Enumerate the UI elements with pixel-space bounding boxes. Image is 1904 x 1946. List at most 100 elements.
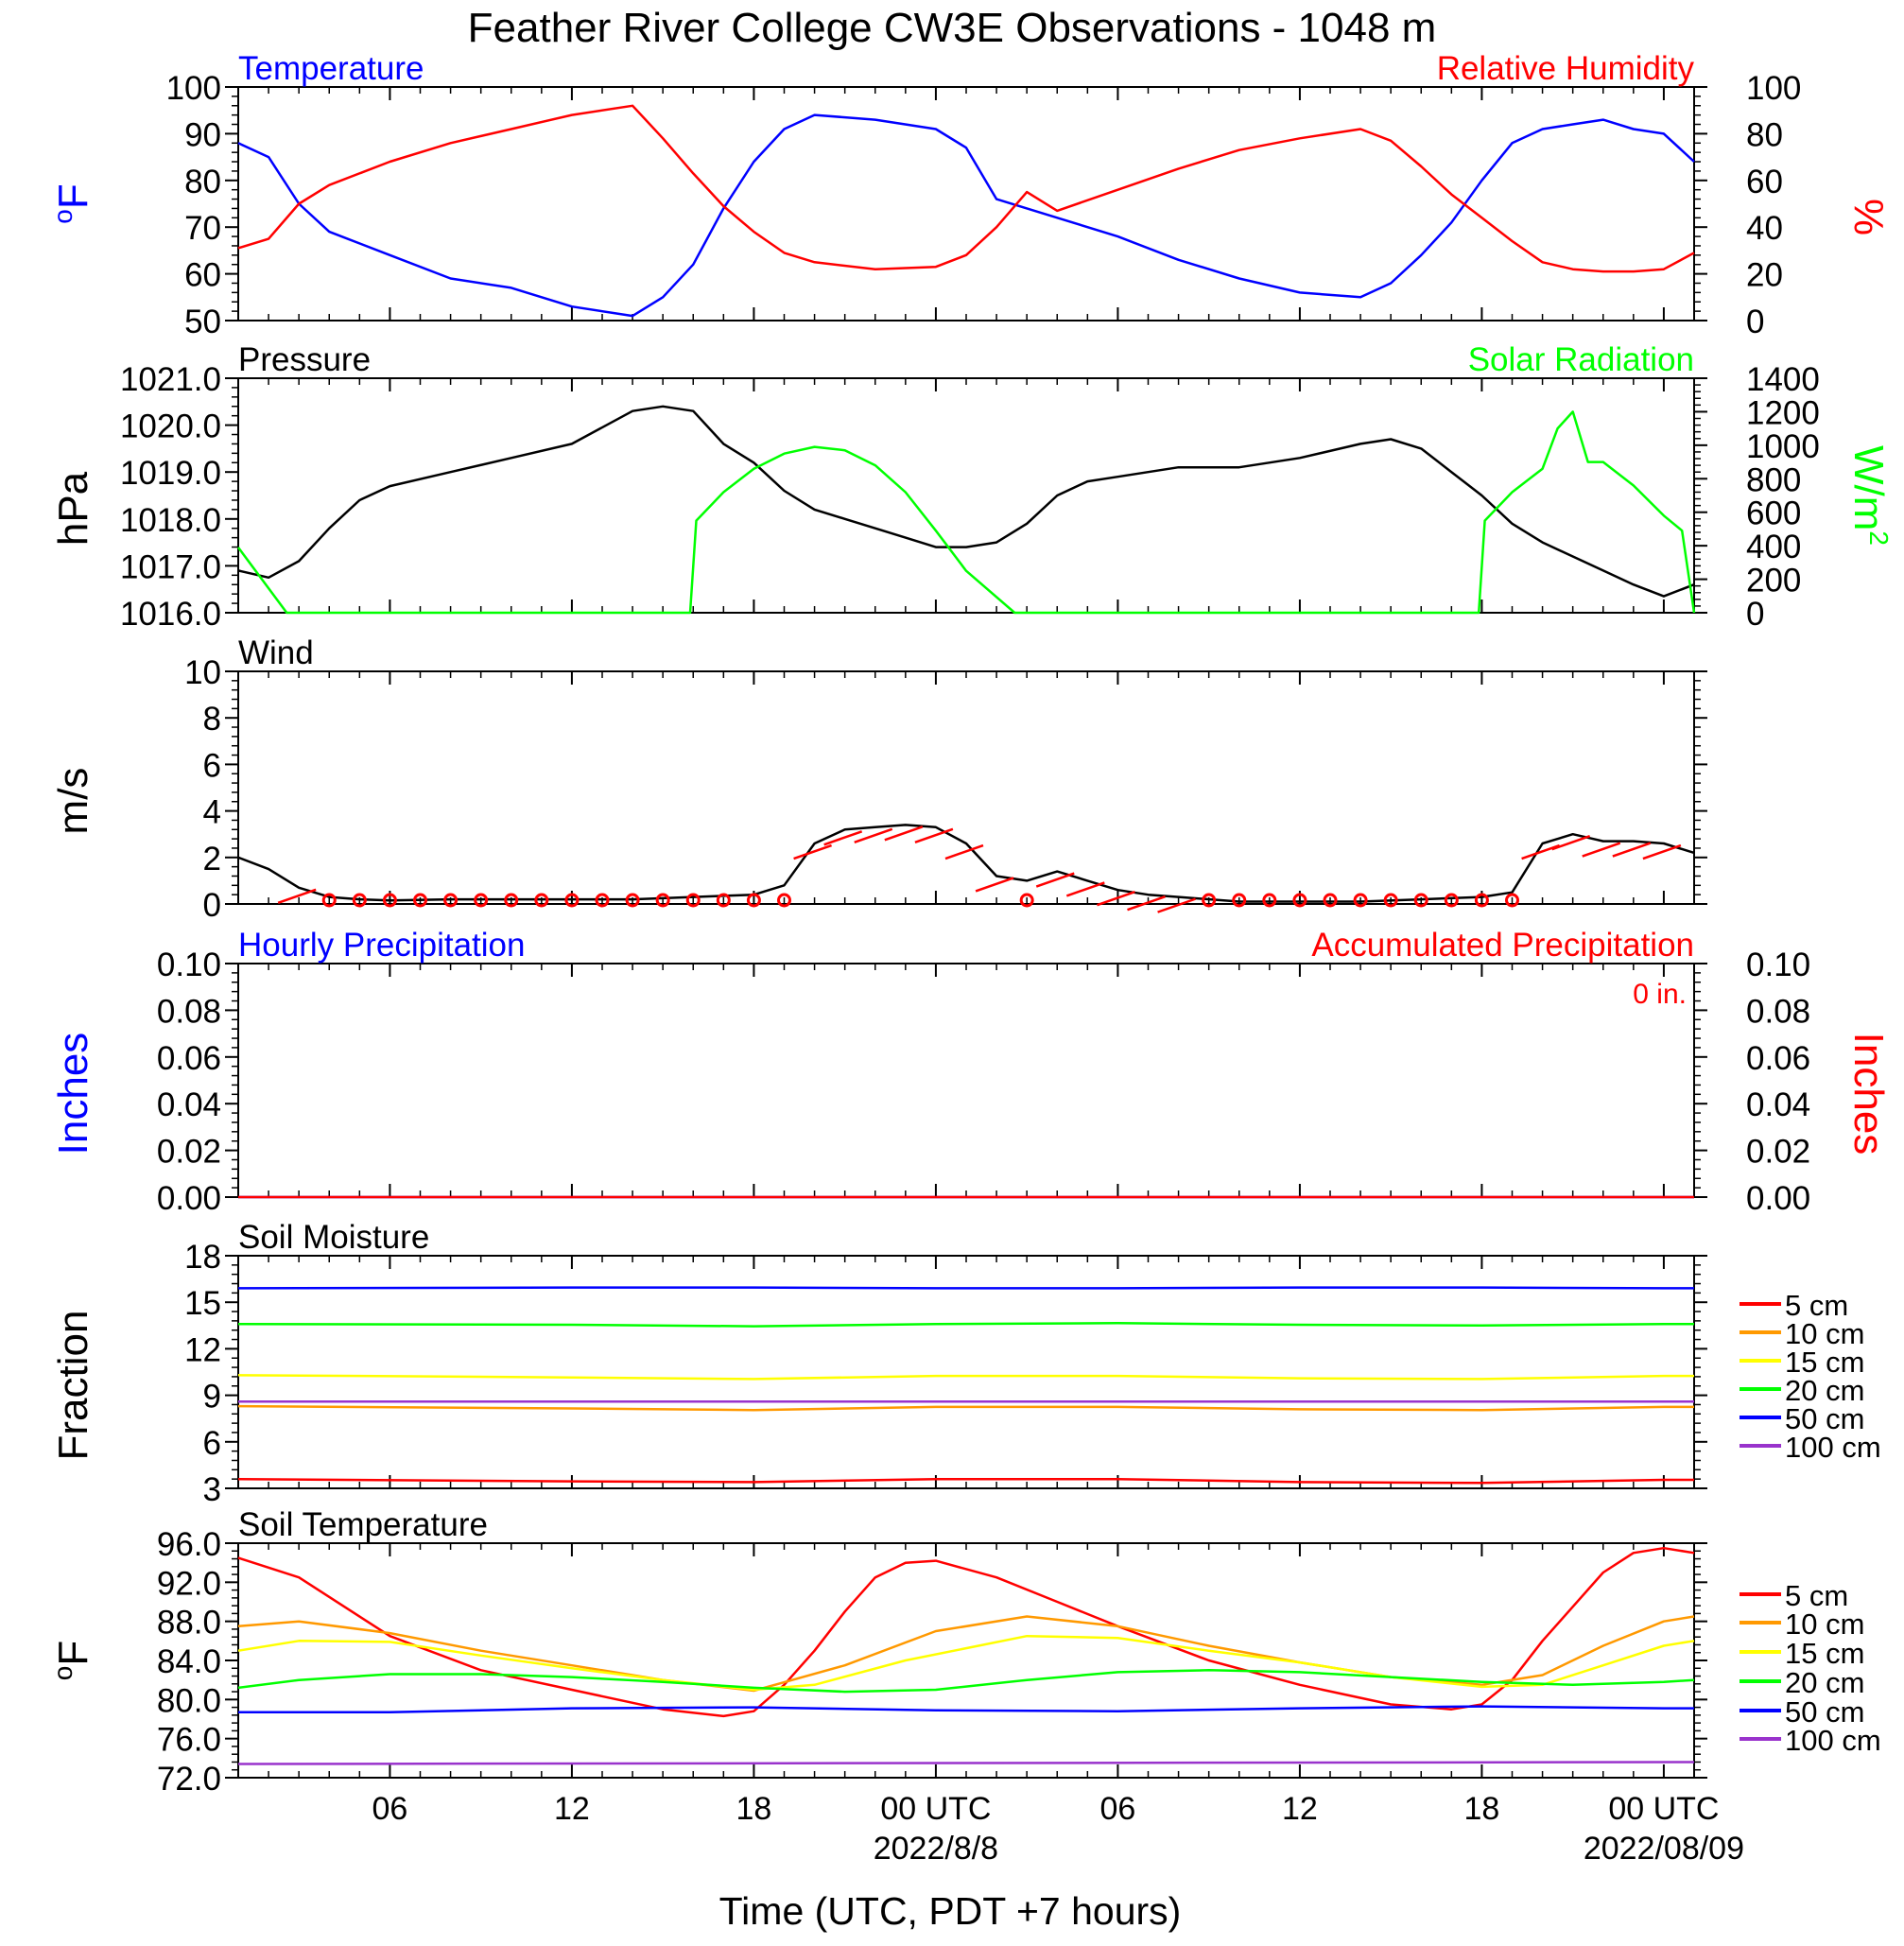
wind-calm-circle: [382, 893, 397, 908]
y-right-tick-label: 0.08: [1746, 993, 1810, 1030]
x-tick-label: 12: [554, 1791, 590, 1827]
legend-label: 10 cm: [1785, 1317, 1864, 1350]
y-tick-label: 0.00: [157, 1180, 221, 1217]
wind-calm-circle: [443, 893, 459, 908]
y-tick-label: 92.0: [157, 1565, 221, 1602]
wind-calm-circle: [504, 893, 519, 908]
soil-temperature-series-line: [238, 1705, 1694, 1714]
pressure-solar-right-unit: W/m2: [1845, 445, 1894, 546]
x-axis-label: Time (UTC, PDT +7 hours): [719, 1889, 1182, 1933]
y-tick-label: 15: [184, 1285, 221, 1322]
wind-calm-circle: [625, 893, 640, 908]
wind-calm-circle: [1353, 893, 1368, 908]
precipitation-right-unit: Inches: [1845, 1033, 1892, 1155]
precipitation-annotation: 0 in.: [1633, 979, 1687, 1010]
legend-label: 20 cm: [1785, 1666, 1864, 1699]
legend-label: 5 cm: [1785, 1289, 1848, 1322]
wind-barb: [854, 827, 893, 843]
y-tick-label: 1019.0: [120, 455, 221, 492]
y-tick-label: 9: [203, 1379, 221, 1416]
wind-barb: [1097, 891, 1135, 907]
legend-label: 100 cm: [1785, 1724, 1881, 1757]
wind-calm-circle: [685, 893, 701, 908]
y-right-tick-label: 1400: [1746, 361, 1820, 398]
x-tick-label: 12: [1282, 1791, 1318, 1827]
y-tick-label: 0: [203, 887, 221, 924]
chart-title: Feather River College CW3E Observations …: [468, 5, 1437, 51]
y-tick-label: 1016.0: [120, 596, 221, 633]
y-right-tick-label: 1000: [1746, 428, 1820, 465]
pressure-solar-right-title: Solar Radiation: [1468, 341, 1694, 378]
y-right-tick-label: 200: [1746, 563, 1801, 599]
soil-moisture-series-line: [237, 1404, 1694, 1412]
y-tick-label: 88.0: [157, 1605, 221, 1642]
y-tick-label: 100: [166, 70, 221, 107]
wind-barb: [944, 843, 984, 860]
y-right-tick-label: 600: [1746, 495, 1801, 532]
wind-barb: [1065, 881, 1105, 897]
precipitation-right-title: Accumulated Precipitation: [1311, 927, 1694, 964]
legend-label: 15 cm: [1785, 1637, 1864, 1670]
x-tick-label: 00 UTC: [880, 1791, 991, 1827]
wind-calm-circle: [716, 893, 731, 908]
y-right-tick-label: 60: [1746, 164, 1783, 200]
unit-text: W/m: [1845, 445, 1892, 530]
pressure-solar-left-title: Pressure: [238, 341, 371, 378]
temperature-humidity-panel: 50 60 70 80 90 100 0 20 40 60 80 100 Temperature Rela…: [48, 50, 1892, 340]
y-tick-label: 76.0: [157, 1722, 221, 1759]
y-tick-label: 80: [184, 164, 221, 200]
y-tick-label: 70: [184, 210, 221, 247]
wind-calm-circle: [1202, 893, 1217, 908]
legend-label: 100 cm: [1785, 1431, 1881, 1464]
x-tick-label: 18: [736, 1791, 772, 1827]
pressure-solar-panel: 1016.0 1017.0 1018.0 1019.0 1020.0 1021.0 0200…: [50, 341, 1894, 633]
legend-label: 10 cm: [1785, 1607, 1864, 1641]
y-tick-label: 0.04: [157, 1086, 221, 1123]
y-tick-label: 0.06: [157, 1040, 221, 1077]
wind-barb: [1551, 835, 1591, 851]
degree-sign: o: [48, 1666, 78, 1681]
wind-calm-circle: [1323, 893, 1338, 908]
legend-label: 50 cm: [1785, 1695, 1864, 1729]
x-tick-label: 18: [1464, 1791, 1500, 1827]
wind-calm-circle: [1444, 893, 1459, 908]
y-right-tick-label: 0.06: [1746, 1040, 1810, 1077]
soil-temperature-left-title: Soil Temperature: [238, 1506, 488, 1543]
y-right-tick-label: 0: [1746, 596, 1764, 633]
wind-calm-circle: [1019, 893, 1034, 908]
precipitation-left-title: Hourly Precipitation: [238, 927, 525, 964]
wind-barb: [884, 825, 924, 842]
y-tick-label: 80.0: [157, 1682, 221, 1719]
y-right-tick-label: 0.02: [1746, 1134, 1810, 1171]
wind-calm-circle: [1292, 893, 1307, 908]
temperature-humidity-left-unit: oF: [48, 183, 96, 223]
temperature-humidity-series-line: [237, 113, 1695, 318]
x-tick-label: 00 UTC: [1608, 1791, 1719, 1827]
y-tick-label: 84.0: [157, 1643, 221, 1680]
y-right-tick-label: 40: [1746, 210, 1783, 247]
y-tick-label: 60: [184, 257, 221, 294]
y-tick-label: 0.02: [157, 1134, 221, 1171]
wind-left-unit: m/s: [50, 768, 96, 835]
wind-calm-circle: [1262, 893, 1277, 908]
degree-sign: o: [48, 209, 78, 224]
wind-barb: [1612, 842, 1652, 858]
x-date-label: 2022/08/09: [1584, 1831, 1744, 1867]
y-right-tick-label: 0.10: [1746, 947, 1810, 983]
legend-label: 50 cm: [1785, 1402, 1864, 1435]
x-tick-label: 06: [1100, 1791, 1136, 1827]
legend-label: 20 cm: [1785, 1374, 1864, 1407]
pressure-solar-left-unit: hPa: [50, 471, 96, 546]
wind-barb: [1157, 897, 1196, 913]
soil-moisture-series-line: [237, 1286, 1694, 1290]
wind-calm-circle: [746, 893, 761, 908]
wind-barb: [914, 827, 954, 843]
soil-moisture-series-line: [237, 1374, 1694, 1381]
x-tick-label: 06: [372, 1791, 408, 1827]
soil-moisture-series-line: [237, 1477, 1694, 1485]
soil-moisture-left-title: Soil Moisture: [238, 1219, 429, 1256]
